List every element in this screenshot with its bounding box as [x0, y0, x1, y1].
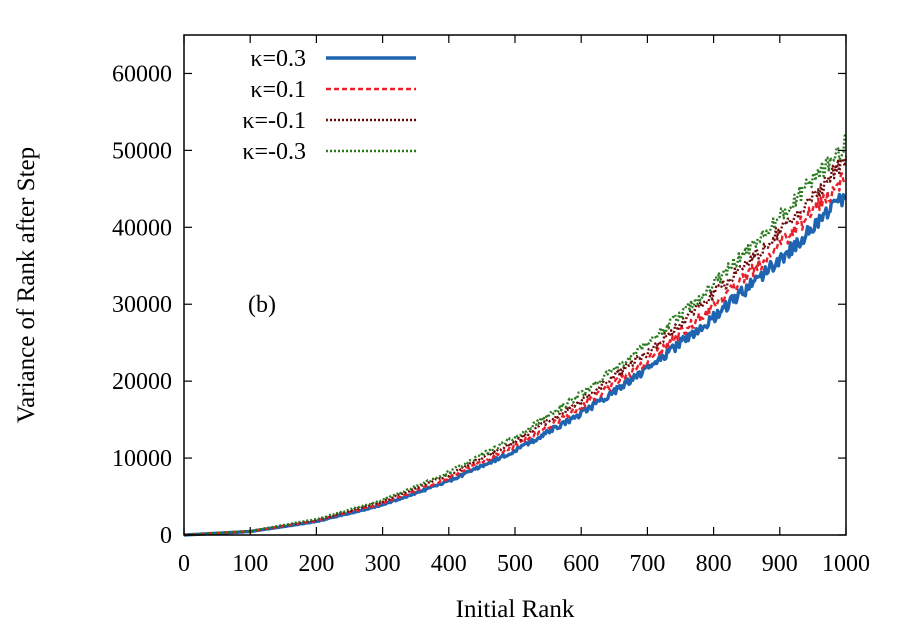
ticks-layer: 0 100 200 300 400 500 600 700 800 900 100001000020… — [112, 35, 870, 577]
y-axis-title: Variance of Rank after Step — [13, 147, 40, 423]
x-tick-label: 0 — [178, 551, 190, 577]
legend-label: κ=-0.1 — [242, 108, 306, 134]
y-tick-label: 0 — [160, 523, 172, 549]
series-line-3 — [183, 133, 848, 537]
x-tick-label: 600 — [563, 551, 599, 577]
y-tick-label: 20000 — [112, 369, 172, 395]
x-tick-label: 200 — [298, 551, 334, 577]
legend-label: κ=0.3 — [250, 46, 306, 72]
panel-annotation: (b) — [248, 292, 276, 318]
y-tick-label: 30000 — [112, 292, 172, 318]
x-tick-label: 300 — [365, 551, 401, 577]
y-tick-label: 40000 — [112, 215, 172, 241]
series-line-0 — [183, 192, 847, 537]
x-tick-label: 100 — [232, 551, 268, 577]
legend: κ=0.3 κ=0.1 κ=-0.1 κ=-0.3 — [242, 46, 416, 165]
x-tick-label: 500 — [497, 551, 533, 577]
series-line-2 — [183, 156, 848, 537]
x-axis-title: Initial Rank — [456, 596, 575, 623]
y-tick-label: 50000 — [112, 138, 172, 164]
series-line-1 — [183, 172, 847, 537]
legend-label: κ=0.1 — [250, 77, 306, 103]
series-layer — [183, 133, 848, 537]
x-tick-label: 800 — [696, 551, 732, 577]
y-tick-label: 60000 — [112, 61, 172, 87]
x-tick-label: 700 — [629, 551, 665, 577]
y-tick-label: 10000 — [112, 446, 172, 472]
x-tick-label: 400 — [431, 551, 467, 577]
x-tick-label: 900 — [762, 551, 798, 577]
x-tick-label: 1000 — [822, 551, 870, 577]
legend-label: κ=-0.3 — [242, 139, 306, 165]
